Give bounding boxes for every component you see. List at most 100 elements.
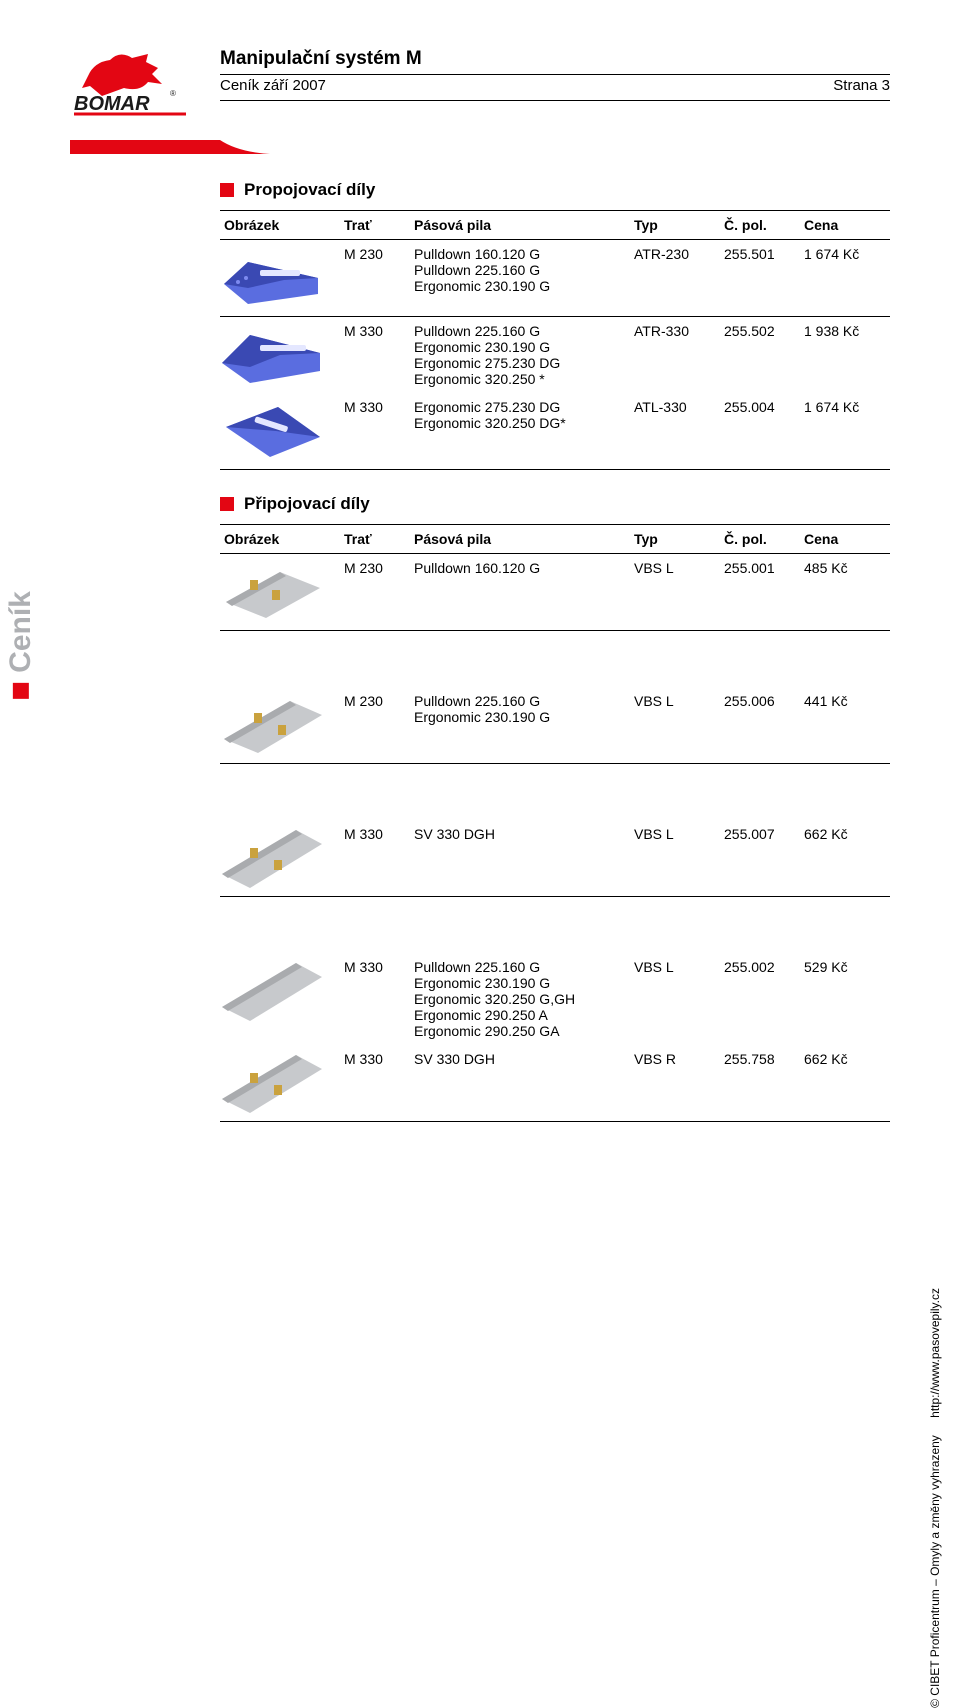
col-pol: Č. pol. [720, 525, 800, 554]
cell-pasa: Pulldown 160.120 G Pulldown 225.160 G Er… [410, 240, 630, 317]
thumb-cell [220, 687, 340, 763]
cell-trat: M 330 [340, 820, 410, 896]
header: BOMAR ® Manipulační systém M Ceník září … [70, 48, 890, 122]
cell-trat: M 230 [340, 687, 410, 763]
title-cell: Manipulační systém M Ceník září 2007 Str… [220, 48, 890, 101]
side-tab-label: Ceník [4, 591, 38, 673]
cell-typ: VBS L [630, 820, 720, 896]
red-swoosh [70, 140, 890, 156]
col-trat: Trať [340, 211, 410, 240]
section-head-2: Připojovací díly [220, 494, 890, 514]
cell-typ: VBS R [630, 1045, 720, 1121]
cell-trat: M 330 [340, 393, 410, 469]
doc-title: Manipulační systém M [220, 48, 890, 74]
section-title-2: Připojovací díly [244, 494, 370, 514]
section-bullet-icon [220, 497, 234, 511]
red-swoosh-icon [70, 140, 890, 156]
svg-text:BOMAR: BOMAR [74, 93, 150, 115]
product-thumb-icon [220, 397, 325, 465]
col-pol: Č. pol. [720, 211, 800, 240]
section-bullet-icon [220, 183, 234, 197]
side-tab-bullet-icon [13, 683, 29, 699]
cell-trat: M 330 [340, 953, 410, 1045]
thumb-cell [220, 554, 340, 631]
col-typ: Typ [630, 211, 720, 240]
table-propojovaci: Obrázek Trať Pásová pila Typ Č. pol. Cen… [220, 210, 890, 470]
cell-cena: 1 674 Kč [800, 240, 890, 317]
table-row: M 230 Pulldown 160.120 G VBS L 255.001 4… [220, 554, 890, 631]
product-thumb-icon [220, 244, 325, 312]
side-footer: © CIBET Proficentrum – Omyly a změny vyh… [928, 1288, 942, 1708]
footer-url: http://www.pasovepily.cz [928, 1288, 942, 1418]
cell-pasa: Ergonomic 275.230 DG Ergonomic 320.250 D… [410, 393, 630, 469]
side-tab: Ceník [0, 560, 42, 730]
cell-typ: ATR-230 [630, 240, 720, 317]
col-trat: Trať [340, 525, 410, 554]
subtitle-left: Ceník září 2007 [220, 77, 326, 94]
thumb-cell [220, 1045, 340, 1121]
cell-cena: 441 Kč [800, 687, 890, 763]
section-pripojovaci: Připojovací díly Obrázek Trať Pásová pil… [220, 494, 890, 1122]
subtitle-right: Strana 3 [833, 77, 890, 94]
section-head-1: Propojovací díly [220, 180, 890, 200]
thumb-cell [220, 820, 340, 896]
thumb-cell [220, 953, 340, 1045]
cell-pol: 255.007 [720, 820, 800, 896]
bomar-logo-icon: BOMAR ® [70, 52, 190, 122]
cell-pasa: SV 330 DGH [410, 820, 630, 896]
cell-cena: 1 674 Kč [800, 393, 890, 469]
table-row: M 330 Pulldown 225.160 G Ergonomic 230.1… [220, 953, 890, 1045]
cell-pasa: Pulldown 225.160 G Ergonomic 230.190 G E… [410, 953, 630, 1045]
cell-typ: VBS L [630, 953, 720, 1045]
cell-pasa: Pulldown 225.160 G Ergonomic 230.190 G E… [410, 317, 630, 394]
cell-pol: 255.501 [720, 240, 800, 317]
cell-cena: 662 Kč [800, 820, 890, 896]
cell-cena: 1 938 Kč [800, 317, 890, 394]
cell-pol: 255.002 [720, 953, 800, 1045]
cell-trat: M 230 [340, 240, 410, 317]
cell-typ: ATL-330 [630, 393, 720, 469]
table-header-row: Obrázek Trať Pásová pila Typ Č. pol. Cen… [220, 525, 890, 554]
page: BOMAR ® Manipulační systém M Ceník září … [0, 0, 960, 1162]
col-obrazek: Obrázek [220, 211, 340, 240]
cell-pol: 255.004 [720, 393, 800, 469]
product-thumb-icon [220, 321, 325, 389]
table-row: M 330 SV 330 DGH VBS R 255.758 662 Kč [220, 1045, 890, 1121]
product-thumb-icon [220, 1049, 325, 1117]
col-cena: Cena [800, 525, 890, 554]
cell-trat: M 330 [340, 317, 410, 394]
cell-cena: 529 Kč [800, 953, 890, 1045]
col-typ: Typ [630, 525, 720, 554]
section-title-1: Propojovací díly [244, 180, 375, 200]
cell-pol: 255.001 [720, 554, 800, 631]
thumb-cell [220, 393, 340, 469]
cell-pasa: Pulldown 160.120 G [410, 554, 630, 631]
svg-text:®: ® [170, 89, 176, 98]
logo-cell: BOMAR ® [70, 48, 220, 122]
col-pasova: Pásová pila [410, 211, 630, 240]
cell-trat: M 330 [340, 1045, 410, 1121]
table-header-row: Obrázek Trať Pásová pila Typ Č. pol. Cen… [220, 211, 890, 240]
product-thumb-icon [220, 824, 325, 892]
cell-cena: 485 Kč [800, 554, 890, 631]
header-subrow: Ceník září 2007 Strana 3 [220, 75, 890, 100]
cell-trat: M 230 [340, 554, 410, 631]
product-thumb-icon [220, 957, 325, 1025]
cell-pasa: SV 330 DGH [410, 1045, 630, 1121]
header-rule-bottom [220, 100, 890, 101]
cell-pol: 255.006 [720, 687, 800, 763]
cell-pasa: Pulldown 225.160 G Ergonomic 230.190 G [410, 687, 630, 763]
table-pripojovaci: Obrázek Trať Pásová pila Typ Č. pol. Cen… [220, 524, 890, 1122]
brand-logo: BOMAR ® [70, 52, 190, 122]
cell-typ: VBS L [630, 687, 720, 763]
thumb-cell [220, 240, 340, 317]
table-row: M 230 Pulldown 225.160 G Ergonomic 230.1… [220, 687, 890, 763]
thumb-cell [220, 317, 340, 394]
cell-typ: VBS L [630, 554, 720, 631]
section-propojovaci: Propojovací díly Obrázek Trať Pásová pil… [220, 180, 890, 470]
cell-typ: ATR-330 [630, 317, 720, 394]
col-pasova: Pásová pila [410, 525, 630, 554]
table-row: M 330 Pulldown 225.160 G Ergonomic 230.1… [220, 317, 890, 394]
product-thumb-icon [220, 691, 325, 759]
cell-pol: 255.758 [720, 1045, 800, 1121]
